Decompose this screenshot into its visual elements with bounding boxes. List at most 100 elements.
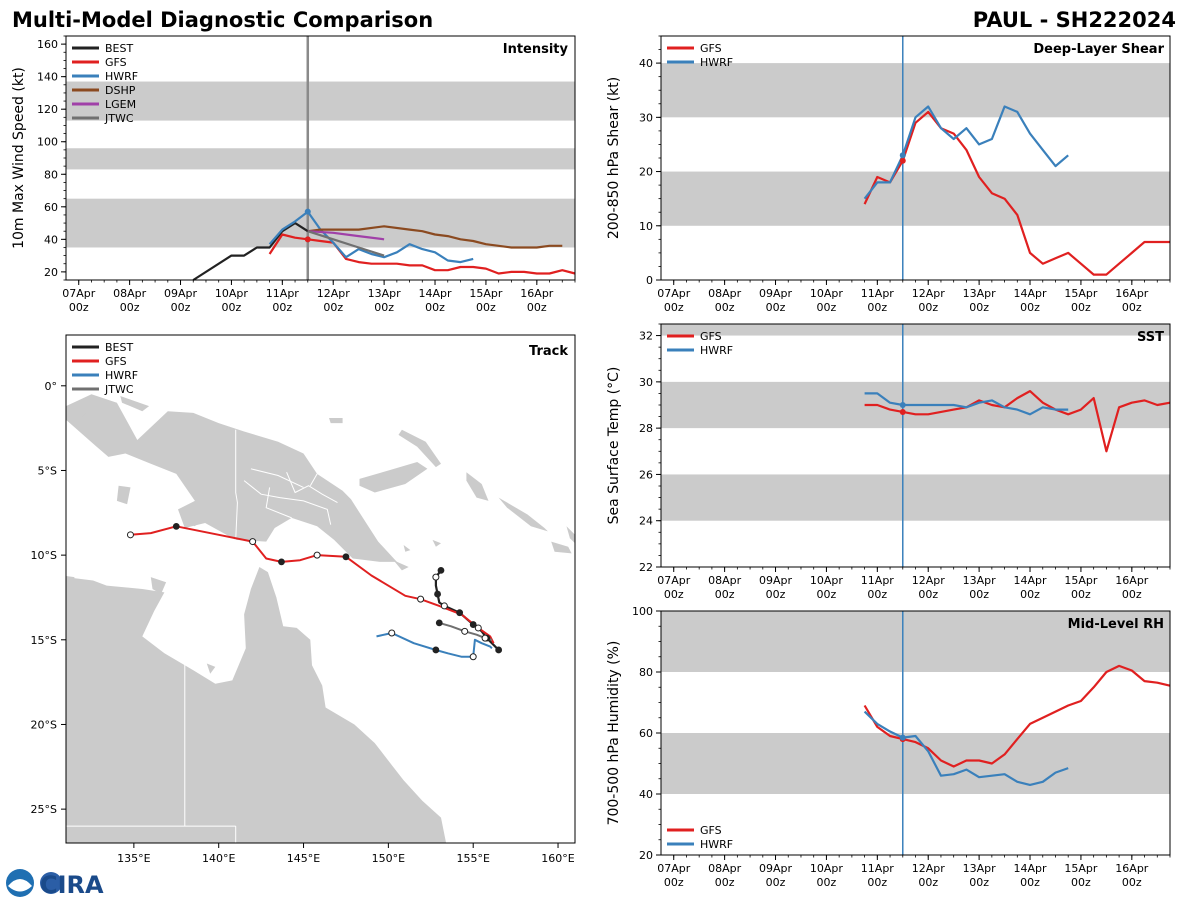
intensity-legend-label-jtwc: JTWC: [104, 112, 134, 125]
track-xtick-label: 140°E: [202, 852, 235, 865]
rh-ytick-label: 60: [639, 727, 653, 740]
rh-xtick-label: 10Apr: [810, 862, 844, 875]
sst-marker-gfs: [899, 408, 906, 415]
shear-series-gfs: [863, 110, 1170, 276]
map-border-line: [265, 487, 292, 519]
rh-xtick-label: 15Apr: [1064, 862, 1098, 875]
rh-xtick-label: 08Apr: [708, 862, 742, 875]
track-xtick-label: 160°E: [541, 852, 574, 865]
rh-xtick-sublabel: 00z: [1020, 876, 1040, 889]
island-landmass: [393, 560, 409, 571]
intensity-series-hwrf: [268, 210, 474, 264]
intensity-ytick-label: 140: [37, 71, 58, 84]
intensity-ytick-label: 40: [44, 233, 58, 246]
track-marker-open-gfs: [249, 538, 257, 546]
shear-xtick-label: 10Apr: [810, 287, 844, 300]
rh-xtick-label: 14Apr: [1014, 862, 1048, 875]
intensity-legend-label-best: BEST: [105, 42, 133, 55]
track-legend-label-gfs: GFS: [105, 355, 127, 368]
rh-series-gfs: [863, 664, 1171, 768]
track-marker-filled-best: [495, 646, 503, 654]
sst-panel: 22242628303207Apr00z08Apr00z09Apr00z10Ap…: [606, 323, 1171, 601]
island-landmass: [74, 407, 87, 418]
shear-xtick-label: 09Apr: [759, 287, 793, 300]
rh-legend-label-hwrf: HWRF: [700, 838, 733, 851]
sst-xtick-sublabel: 00z: [918, 588, 938, 601]
shear-panel: 01020304007Apr00z08Apr00z09Apr00z10Apr00…: [606, 35, 1171, 314]
track-xtick-label: 135°E: [117, 852, 150, 865]
intensity-ytick-label: 60: [44, 201, 58, 214]
intensity-legend-label-dshp: DSHP: [105, 84, 136, 97]
island-landmass: [566, 526, 575, 544]
island-landmass: [398, 429, 441, 468]
track-marker-open-gfs: [313, 551, 321, 559]
track-xtick-label: 145°E: [287, 852, 320, 865]
intensity-xtick-label: 07Apr: [62, 287, 96, 300]
sst-panel-title: SST: [1137, 330, 1164, 345]
intensity-xtick-sublabel: 00z: [323, 301, 343, 314]
sst-series-hwrf: [864, 392, 1069, 416]
intensity-xtick-sublabel: 00z: [476, 301, 496, 314]
map-border-line: [309, 473, 318, 486]
map-border-line: [235, 429, 238, 540]
track-legend-label-jtwc: JTWC: [104, 383, 134, 396]
rh-xtick-sublabel: 00z: [766, 876, 786, 889]
track-marker-filled-gfs: [278, 558, 285, 566]
island-landmass: [551, 541, 572, 554]
shear-marker-gfs: [899, 157, 906, 164]
sst-xtick-label: 15Apr: [1064, 574, 1098, 587]
sst-xtick-label: 16Apr: [1115, 574, 1149, 587]
island-landmass: [120, 396, 150, 412]
sst-xtick-sublabel: 00z: [664, 588, 684, 601]
sst-ytick-label: 32: [639, 330, 653, 343]
rh-xtick-sublabel: 00z: [969, 876, 989, 889]
intensity-shaded-band: [66, 198, 575, 248]
sst-xtick-sublabel: 00z: [969, 588, 989, 601]
shear-xtick-label: 14Apr: [1014, 287, 1048, 300]
shear-legend-label-hwrf: HWRF: [700, 56, 733, 69]
island-landmass: [150, 577, 167, 595]
shear-panel-title: Deep-Layer Shear: [1033, 42, 1164, 57]
rh-xtick-sublabel: 00z: [817, 876, 837, 889]
intensity-legend-label-hwrf: HWRF: [105, 70, 138, 83]
shear-xtick-sublabel: 00z: [867, 301, 887, 314]
map-border-line: [250, 468, 304, 488]
sst-xtick-sublabel: 00z: [1020, 588, 1040, 601]
track-ytick-label: 10°S: [31, 549, 57, 562]
track-ytick-label: 20°S: [31, 718, 57, 731]
sst-series-gfs: [864, 390, 1171, 453]
intensity-xtick-sublabel: 00z: [425, 301, 445, 314]
intensity-shaded-band: [66, 148, 575, 170]
track-marker-filled-best: [469, 621, 477, 628]
rh-ytick-label: 100: [632, 605, 653, 618]
rh-xtick-sublabel: 00z: [1122, 876, 1142, 889]
intensity-xtick-sublabel: 00z: [69, 301, 89, 314]
sst-xtick-sublabel: 00z: [1071, 588, 1091, 601]
sst-xtick-label: 09Apr: [759, 574, 793, 587]
shear-xtick-label: 16Apr: [1115, 287, 1149, 300]
shear-xtick-label: 07Apr: [657, 287, 691, 300]
track-ytick-label: 5°S: [38, 464, 57, 477]
track-ytick-label: 15°S: [31, 634, 57, 647]
shear-ytick-label: 0: [646, 274, 653, 287]
shear-ylabel: 200-850 hPa Shear (kt): [606, 77, 622, 239]
intensity-shaded-band: [66, 81, 575, 121]
shear-marker-hwrf: [899, 152, 906, 159]
rh-marker-hwrf: [899, 734, 906, 741]
track-ytick-label: 25°S: [31, 803, 57, 816]
rh-ytick-label: 20: [639, 849, 653, 862]
rh-panel-title: Mid-Level RH: [1068, 617, 1164, 632]
island-landmass: [66, 575, 75, 586]
intensity-xtick-label: 15Apr: [469, 287, 503, 300]
shear-xtick-label: 13Apr: [963, 287, 997, 300]
rh-xtick-sublabel: 00z: [918, 876, 938, 889]
sst-shaded-band: [661, 474, 1170, 521]
shear-ytick-label: 20: [639, 166, 653, 179]
sst-xtick-sublabel: 00z: [766, 588, 786, 601]
intensity-xtick-label: 12Apr: [317, 287, 351, 300]
track-ytick-label: 0°: [45, 380, 58, 393]
intensity-panel: 2040608010012014016007Apr00z08Apr00z09Ap…: [11, 35, 576, 314]
track-land-layer: [66, 394, 575, 843]
track-marker-filled-gfs: [172, 522, 180, 530]
intensity-xtick-label: 16Apr: [520, 287, 554, 300]
